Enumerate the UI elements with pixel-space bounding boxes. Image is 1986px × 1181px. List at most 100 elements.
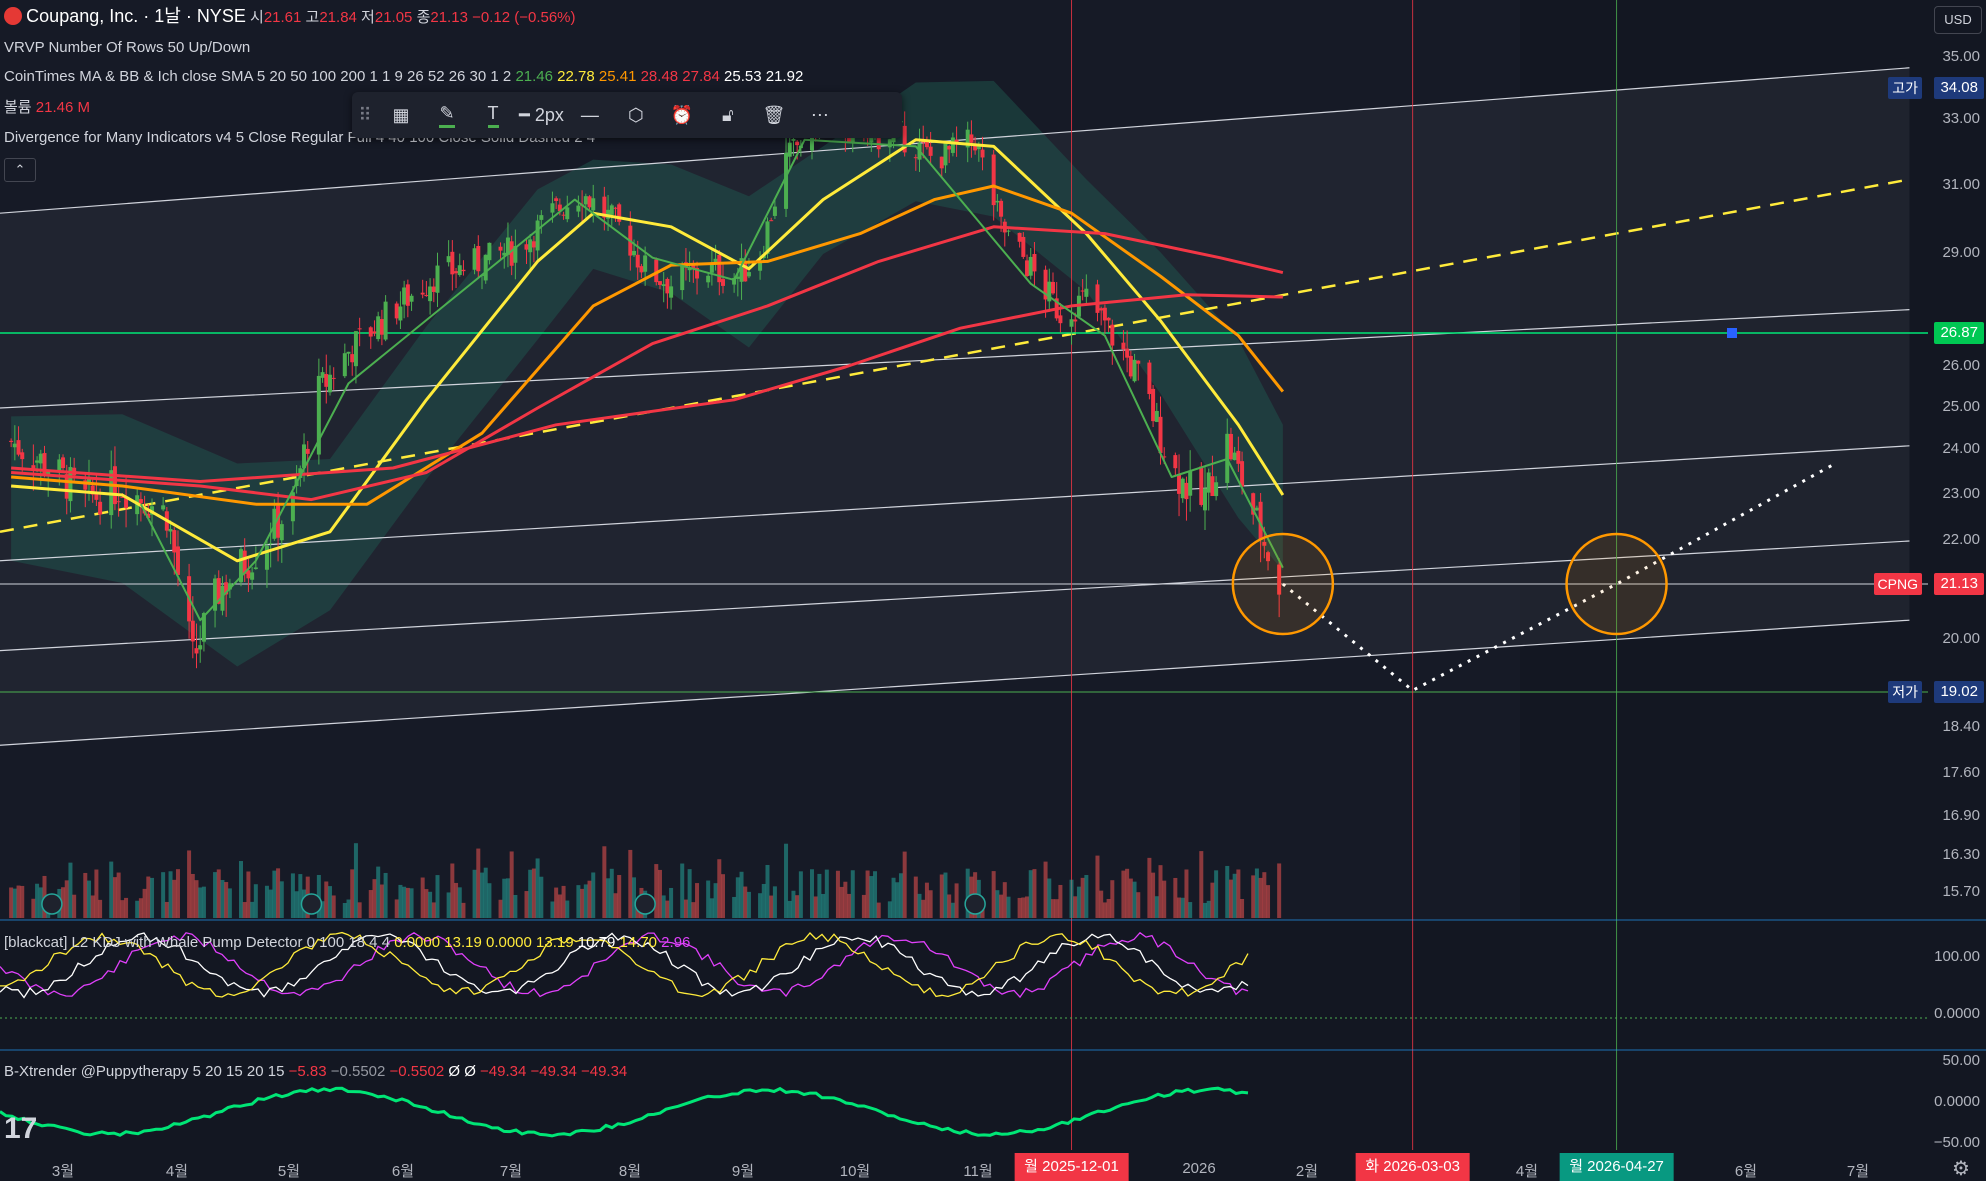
- volume-bar: [850, 870, 855, 918]
- candle-body: [420, 292, 425, 295]
- collapse-legend-button[interactable]: ⌃: [4, 158, 36, 182]
- candle-body: [513, 246, 518, 263]
- candle-body: [769, 220, 774, 222]
- volume-bar: [509, 851, 514, 918]
- volume-bar: [331, 895, 336, 918]
- volume-bar: [531, 868, 536, 918]
- legend-value: 10.79: [573, 934, 616, 951]
- candle-body: [357, 328, 362, 330]
- volume-bar: [732, 896, 737, 918]
- candle-body: [201, 613, 206, 642]
- volume-bar: [587, 880, 592, 918]
- volume-bar: [1232, 873, 1237, 918]
- volume-bar: [769, 895, 774, 918]
- more-icon[interactable]: ⋯: [810, 104, 829, 125]
- candle-body: [264, 545, 269, 570]
- candle-body: [320, 372, 325, 378]
- settings-gear-icon[interactable]: ⚙: [1952, 1158, 1970, 1180]
- candle-body: [784, 152, 789, 209]
- ma-line: [11, 225, 1284, 502]
- volume-bar: [68, 862, 73, 918]
- lock-icon[interactable]: 🔓︎: [722, 104, 734, 125]
- candle-body: [1084, 288, 1089, 297]
- candle-body: [973, 145, 978, 151]
- volume-bar: [201, 886, 206, 918]
- candle-body: [691, 263, 696, 269]
- drag-handle-icon[interactable]: ⠿: [358, 104, 372, 125]
- kdj-legend[interactable]: [blackcat] L2 KDJ with Whale Pump Detect…: [4, 933, 690, 953]
- candle-body: [253, 567, 258, 570]
- text-icon[interactable]: T: [473, 95, 513, 135]
- tradingview-logo[interactable]: 17: [4, 1112, 38, 1145]
- volume-bar: [135, 900, 140, 918]
- candle-body: [316, 375, 321, 455]
- line-style-icon: ━: [519, 104, 530, 125]
- volume-bar: [94, 869, 99, 918]
- candle-body: [1251, 493, 1256, 515]
- ma-legend[interactable]: CoinTimes MA & BB & Ich close SMA 5 20 5…: [4, 67, 803, 87]
- volume-bar: [1277, 863, 1282, 918]
- line-dash-icon[interactable]: —: [580, 104, 599, 125]
- legend-value: 28.48: [636, 68, 679, 85]
- volume-bar: [428, 891, 433, 918]
- alert-clock-icon[interactable]: ⏰: [670, 104, 694, 125]
- volume-bar: [1058, 884, 1063, 918]
- candle-body: [1121, 342, 1126, 350]
- candle-body: [138, 498, 143, 504]
- candle-body: [372, 331, 377, 334]
- volume-bar: [1188, 902, 1193, 918]
- volume-bar: [1225, 865, 1230, 918]
- earnings-marker: [300, 893, 323, 915]
- volume-bar: [142, 888, 147, 918]
- xtrender-tick: 0.0000: [1934, 1093, 1980, 1110]
- volume-bar: [691, 902, 696, 918]
- candle-body: [346, 351, 351, 354]
- kdj-line: [0, 931, 1249, 998]
- candle-body: [331, 377, 336, 379]
- volume-bar: [168, 871, 173, 918]
- xtrender-legend[interactable]: B-Xtrender @Puppytherapy 5 20 15 20 15 −…: [4, 1062, 627, 1082]
- line-width-button[interactable]: ━ 2px: [519, 95, 564, 135]
- volume-bar: [1236, 869, 1241, 918]
- volume-bar: [876, 902, 881, 918]
- xtrender-tick: −50.00: [1933, 1134, 1980, 1151]
- candle-body: [1125, 348, 1130, 358]
- candle-body: [795, 141, 800, 146]
- volume-bar: [220, 879, 225, 918]
- candle-body: [1047, 281, 1052, 302]
- legend-value: Ø: [460, 1063, 476, 1080]
- symbol-legend[interactable]: Coupang, Inc. · 1날 · NYSE 시21.61 고21.84 …: [4, 6, 576, 28]
- time-highlight-tag: 월 2025-12-01: [1014, 1153, 1129, 1181]
- symbol-title[interactable]: Coupang, Inc. · 1날 · NYSE: [26, 6, 246, 26]
- volume-bar: [161, 872, 166, 918]
- candle-body: [709, 262, 714, 273]
- last-price-tag: 21.13: [1934, 573, 1984, 595]
- candle-body: [190, 620, 195, 642]
- candle-body: [550, 203, 555, 213]
- candle-body: [746, 272, 751, 277]
- volume-legend-label: 볼륨: [4, 99, 32, 116]
- volume-bar: [502, 878, 507, 918]
- layout-icon[interactable]: ▦: [392, 104, 410, 125]
- vrvp-legend[interactable]: VRVP Number Of Rows 50 Up/Down: [4, 39, 251, 56]
- volume-bar: [869, 876, 874, 918]
- candle-body: [68, 467, 73, 502]
- projection-path: [1281, 462, 1837, 693]
- candle-body: [246, 570, 251, 579]
- volume-bar: [839, 886, 844, 918]
- pencil-icon[interactable]: ✎: [427, 95, 467, 135]
- settings-hex-icon[interactable]: ⬡: [628, 104, 644, 125]
- volume-legend[interactable]: 볼륨 21.46 M: [4, 98, 90, 118]
- volume-bar: [735, 877, 740, 918]
- candle-body: [969, 134, 974, 143]
- line-width-label: 2px: [534, 104, 564, 125]
- currency-button[interactable]: USD: [1934, 6, 1982, 34]
- volume-bar: [565, 900, 570, 918]
- candle-body: [57, 459, 62, 472]
- xtrender-legend-values: −5.83 −0.5502 −0.5502 Ø Ø −49.34 −49.34 …: [289, 1063, 628, 1080]
- candle-body: [1232, 452, 1237, 461]
- trash-icon[interactable]: 🗑︎: [762, 104, 786, 125]
- volume-bar: [680, 863, 685, 918]
- price-tick: 17.60: [1942, 764, 1980, 781]
